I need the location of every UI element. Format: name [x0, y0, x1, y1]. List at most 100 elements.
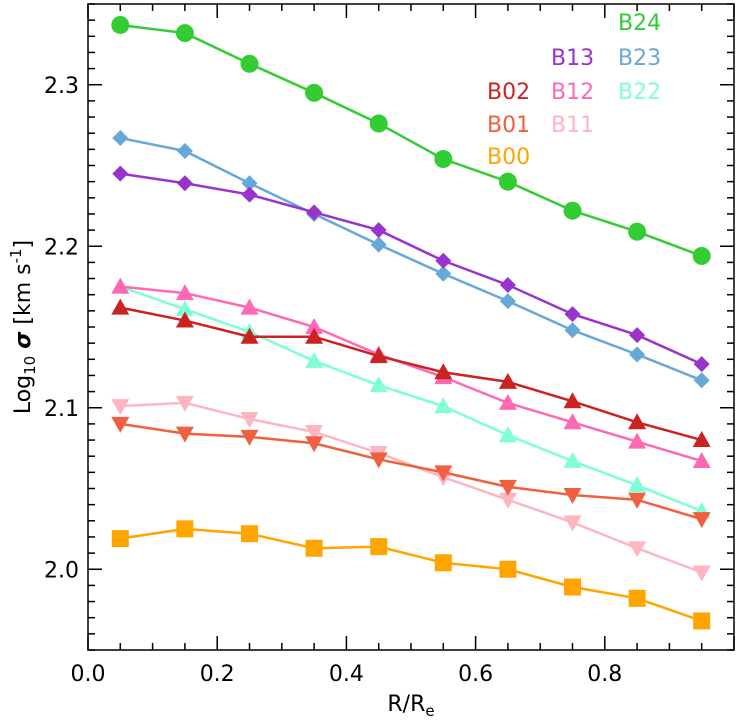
- data-point: [240, 298, 259, 315]
- series-b02: [111, 298, 711, 448]
- data-point: [240, 54, 259, 73]
- data-point: [693, 356, 710, 373]
- data-point: [176, 142, 193, 159]
- data-point: [628, 432, 647, 449]
- data-point: [369, 452, 388, 469]
- data-point: [564, 306, 581, 323]
- y-tick-label: 2.3: [44, 74, 79, 99]
- data-point: [369, 114, 388, 133]
- data-point: [240, 412, 259, 429]
- data-point: [175, 24, 194, 43]
- data-point: [369, 347, 388, 364]
- data-point: [498, 426, 517, 443]
- series-line: [120, 172, 703, 366]
- data-point: [111, 15, 130, 34]
- series-line: [120, 422, 703, 521]
- data-point: [112, 130, 129, 147]
- data-point: [692, 246, 711, 265]
- legend-label-b02: B02: [487, 80, 530, 105]
- data-point: [434, 397, 453, 414]
- legend: B24 B13 B23 B02 B12 B22 B01 B11 B00: [487, 11, 661, 170]
- series-b01: [111, 416, 711, 529]
- data-point: [693, 612, 711, 630]
- legend-label-b00: B00: [487, 145, 530, 170]
- data-point: [241, 525, 258, 543]
- data-point: [499, 560, 517, 578]
- data-point: [306, 204, 323, 221]
- data-point: [499, 293, 516, 310]
- series-b23: [112, 130, 710, 389]
- data-point: [111, 298, 130, 315]
- x-tick-label: 0.4: [329, 662, 364, 687]
- data-point: [692, 565, 711, 582]
- data-point: [563, 487, 582, 504]
- data-point: [563, 392, 582, 409]
- legend-label-b01: B01: [487, 113, 530, 138]
- series-line: [120, 285, 703, 463]
- legend-label-b22: B22: [618, 80, 661, 105]
- data-point: [176, 175, 193, 192]
- x-tick-label: 0.0: [71, 662, 106, 687]
- data-point: [241, 175, 258, 192]
- x-tick-labels: 0.0 0.2 0.4 0.6 0.8: [71, 662, 623, 687]
- x-axis-label: R/Re: [387, 692, 434, 720]
- series-line: [120, 401, 703, 574]
- data-point: [241, 186, 258, 203]
- data-point: [305, 318, 324, 334]
- data-point: [175, 300, 194, 317]
- x-tick-label: 0.6: [458, 662, 493, 687]
- data-point: [111, 277, 130, 294]
- series-b12: [111, 277, 711, 469]
- series-b00: [111, 520, 711, 630]
- data-point: [175, 395, 194, 412]
- data-point: [111, 399, 130, 416]
- x-tick-label: 0.2: [200, 662, 235, 687]
- data-point: [240, 429, 259, 446]
- y-tick-label: 2.0: [44, 558, 79, 583]
- series-line: [120, 136, 703, 382]
- data-point: [499, 277, 516, 294]
- data-point: [498, 172, 517, 191]
- data-point: [240, 327, 259, 344]
- data-point: [305, 83, 324, 102]
- data-point: [434, 465, 453, 482]
- data-point: [564, 322, 581, 339]
- series-line: [119, 285, 703, 513]
- series-b22: [111, 277, 711, 519]
- data-point: [628, 476, 647, 493]
- data-point: [175, 284, 194, 301]
- data-point: [369, 376, 388, 393]
- data-point: [305, 436, 324, 453]
- data-point: [628, 222, 647, 241]
- data-point: [563, 201, 582, 220]
- legend-label-b12: B12: [551, 80, 594, 105]
- series-line: [120, 306, 703, 442]
- y-axis-label: Log10 σ [km s-1]: [7, 240, 39, 414]
- data-point: [563, 515, 582, 532]
- data-point: [563, 452, 582, 469]
- y-tick-label: 2.2: [44, 235, 79, 260]
- data-point: [175, 311, 194, 328]
- data-point: [434, 150, 453, 169]
- data-point: [111, 530, 129, 548]
- data-point: [434, 363, 453, 380]
- series-line: [120, 527, 703, 623]
- data-point: [692, 452, 711, 469]
- data-point: [692, 431, 711, 448]
- data-point: [563, 413, 582, 430]
- data-point: [305, 327, 324, 344]
- legend-label-b23: B23: [618, 46, 661, 71]
- data-point: [111, 416, 130, 433]
- y-tick-label: 2.1: [44, 397, 79, 422]
- data-point: [628, 541, 647, 558]
- legend-label-b11: B11: [551, 113, 594, 138]
- series-line: [120, 23, 703, 258]
- data-point: [112, 165, 129, 182]
- data-point: [498, 393, 517, 410]
- axis-ticks: [87, 3, 735, 651]
- series-b24: [111, 15, 711, 265]
- data-point: [370, 222, 387, 239]
- data-point: [628, 492, 647, 509]
- data-point: [628, 589, 646, 607]
